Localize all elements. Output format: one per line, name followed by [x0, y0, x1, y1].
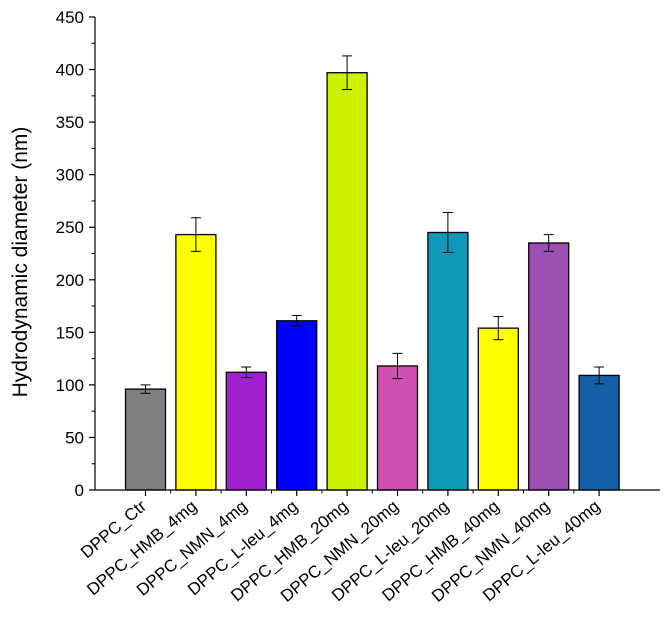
- y-tick-label: 200: [56, 271, 84, 290]
- y-axis-ticks: 0 50 100 150 200 250 300 350 400 450: [56, 8, 95, 500]
- y-tick-label: 400: [56, 61, 84, 80]
- bar-DPPC_HMB_4mg: [175, 233, 217, 491]
- bar-DPPC_HMB_20mg: [326, 72, 368, 491]
- bar-DPPC_L-leu_40mg: [578, 374, 620, 491]
- bar-DPPC_NMN_40mg: [528, 242, 570, 491]
- y-axis-title: Hydrodynamic diameter (nm): [9, 127, 32, 398]
- y-tick-label: 250: [56, 218, 84, 237]
- y-tick-label: 50: [65, 428, 84, 447]
- error-bars: [140, 55, 605, 394]
- bar-DPPC_HMB_40mg: [477, 327, 519, 491]
- bar-DPPC_NMN_20mg: [376, 365, 419, 491]
- bars: [124, 72, 620, 491]
- y-tick-label: 100: [56, 376, 84, 395]
- x-axis-ticks: DPPC_CtrDPPC_HMB_4mgDPPC_NMN_4mgDPPC_L-l…: [77, 490, 604, 606]
- y-tick-label: 0: [75, 481, 84, 500]
- y-tick-label: 300: [56, 166, 84, 185]
- bar-DPPC_NMN_4mg: [225, 371, 267, 491]
- bar-DPPC_Ctr: [124, 388, 167, 491]
- bar-DPPC_L-leu_4mg: [276, 320, 318, 491]
- y-tick-label: 350: [56, 113, 84, 132]
- y-tick-label: 450: [56, 8, 84, 27]
- bar-DPPC_L-leu_20mg: [427, 231, 469, 491]
- y-tick-label: 150: [56, 323, 84, 342]
